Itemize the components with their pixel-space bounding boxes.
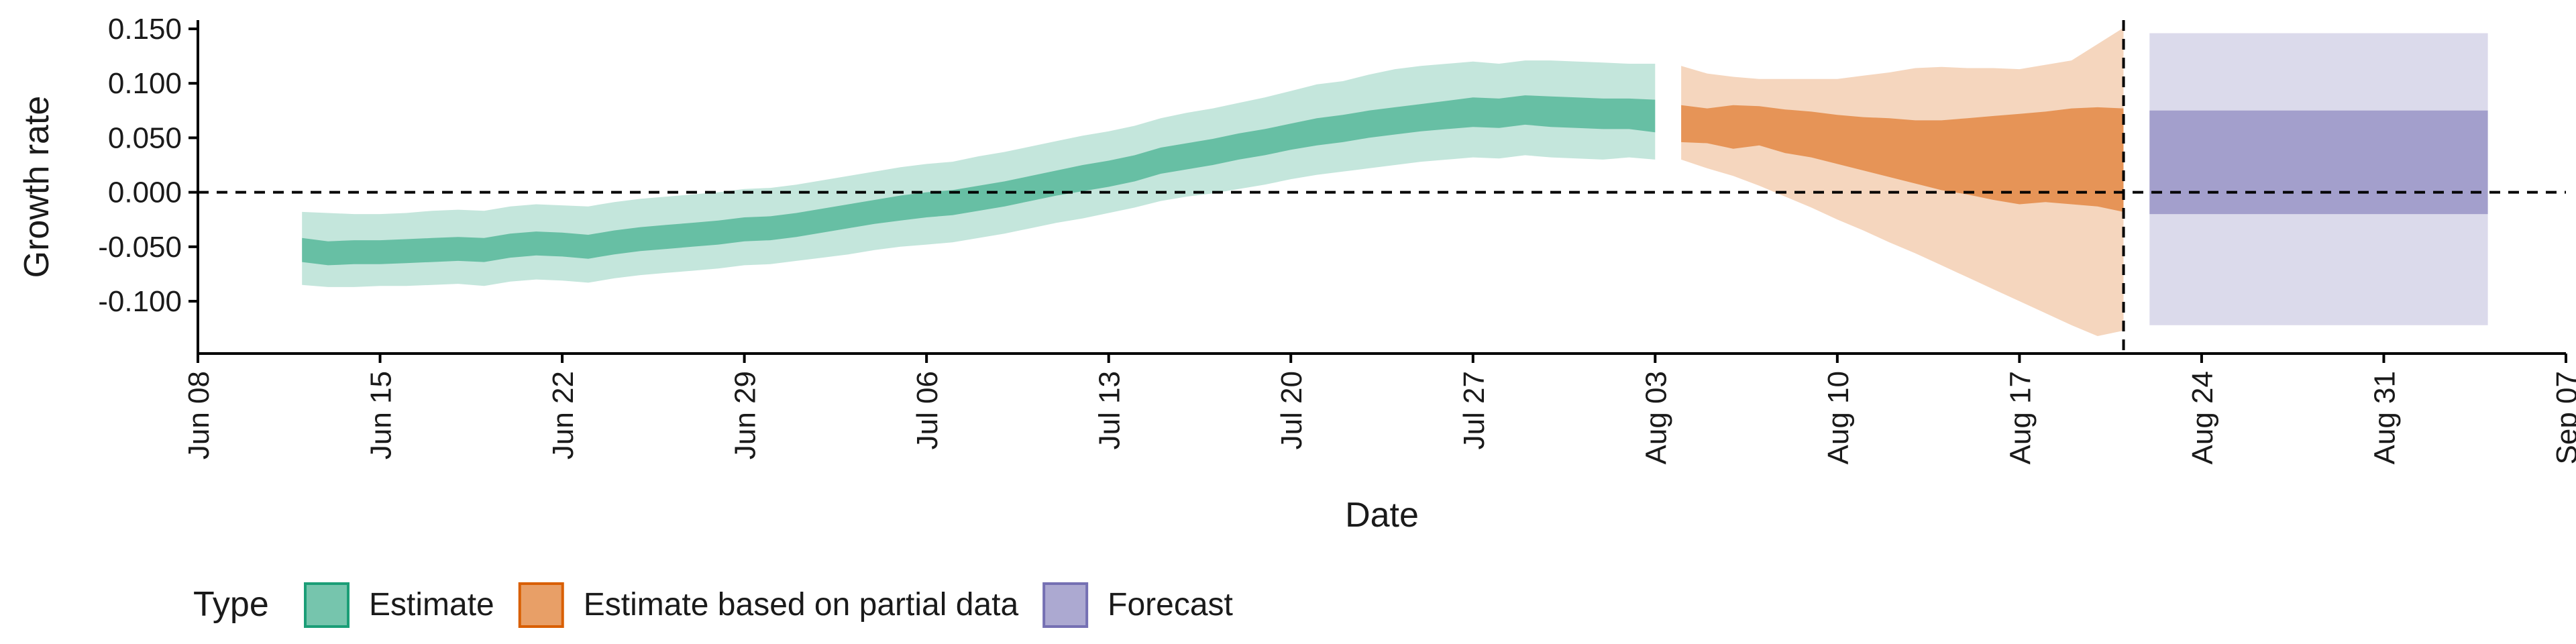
x-tick-label: Aug 10 <box>1822 371 1855 464</box>
y-tick-label: 0.000 <box>108 176 182 209</box>
y-tick-label: 0.100 <box>108 67 182 100</box>
y-tick-label: 0.050 <box>108 121 182 154</box>
x-tick-label: Aug 17 <box>2004 371 2037 464</box>
reference-lines <box>198 20 2566 354</box>
y-tick-label: 0.150 <box>108 13 182 46</box>
estimate-based-on-partial-data-outer-band <box>1681 28 2124 337</box>
legend-swatch-estimate-based-on-partial-data <box>518 582 564 628</box>
x-tick-label: Jun 22 <box>547 371 580 460</box>
y-tick-label: -0.100 <box>98 285 182 318</box>
x-tick-label: Jun 15 <box>365 371 398 460</box>
x-tick-label: Jul 13 <box>1093 371 1126 449</box>
legend-label-estimate: Estimate <box>369 587 494 623</box>
axes: 0.150 0.100 0.050 0.000 -0.050 -0.100 Jun 08 Ju… <box>17 13 2576 535</box>
x-tick-label: Jun 29 <box>729 371 762 460</box>
x-axis-title: Date <box>1345 496 1419 535</box>
legend: Type Estimate Estimate based on partial da… <box>193 582 1233 628</box>
x-tick-label: Sep 07 <box>2551 371 2576 464</box>
x-tick-label: Jul 20 <box>1275 371 1308 449</box>
forecast-inner-band <box>2149 110 2488 215</box>
legend-label-estimate-based-on-partial-data: Estimate based on partial data <box>584 587 1019 623</box>
estimate-inner-band <box>302 95 1656 266</box>
x-tick-label: Jul 27 <box>1458 371 1491 449</box>
ribbon-layer <box>302 28 2488 337</box>
x-tick-label: Jul 06 <box>911 371 944 449</box>
legend-title: Type <box>193 585 269 624</box>
legend-label-forecast: Forecast <box>1108 587 1233 623</box>
x-tick-label: Aug 31 <box>2368 371 2401 464</box>
y-axis-title: Growth rate <box>17 96 56 278</box>
x-tick-label: Jun 08 <box>182 371 215 460</box>
legend-swatch-forecast <box>1042 582 1089 628</box>
x-tick-label: Aug 03 <box>1640 371 1672 464</box>
x-tick-label: Aug 24 <box>2186 371 2219 464</box>
y-tick-label: -0.050 <box>98 231 182 264</box>
estimate-based-on-partial-data-inner-band <box>1681 105 2124 212</box>
legend-swatch-estimate <box>304 582 350 628</box>
